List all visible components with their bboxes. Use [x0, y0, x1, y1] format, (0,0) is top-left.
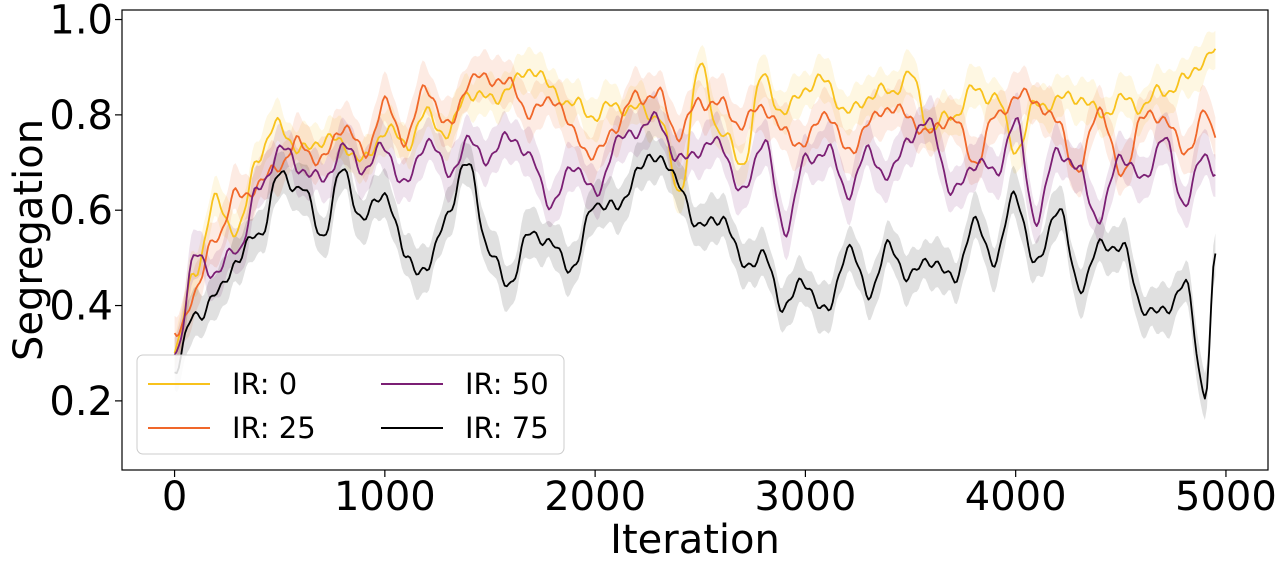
series-band-2 — [174, 49, 1216, 356]
series-line-2 — [173, 72, 1217, 337]
x-axis-label: Iteration — [610, 517, 780, 563]
y-axis-label: Segregation — [6, 119, 52, 361]
y-tick-label: 1.0 — [49, 0, 113, 44]
legend-label: IR: 25 — [232, 411, 316, 445]
series-band-4 — [174, 130, 1216, 420]
x-tick-label: 5000 — [1175, 474, 1277, 520]
legend-item-1: IR: 0 — [148, 367, 297, 401]
legend-label: IR: 75 — [465, 411, 549, 445]
x-tick-label: 3000 — [754, 474, 856, 520]
y-tick-label: 0.4 — [49, 284, 113, 330]
series-line-4 — [174, 153, 1217, 400]
legend: IR: 0 IR: 25 IR: 50 IR: 75 — [136, 354, 565, 455]
x-axis-ticks: 0 1000 2000 3000 4000 5000 — [162, 470, 1277, 520]
x-tick-label: 4000 — [965, 474, 1067, 520]
legend-label: IR: 0 — [232, 367, 297, 401]
plot-frame — [121, 9, 1269, 471]
legend-label: IR: 50 — [465, 367, 549, 401]
y-tick-label: 0.6 — [49, 188, 113, 234]
legend-item-4: IR: 75 — [381, 411, 549, 445]
x-tick-label: 2000 — [544, 474, 646, 520]
x-tick-label: 1000 — [334, 474, 436, 520]
legend-box — [136, 354, 565, 455]
y-tick-label: 0.2 — [49, 379, 113, 425]
x-tick-label: 0 — [162, 474, 187, 520]
series-lines — [173, 48, 1217, 400]
y-axis-ticks: 0.2 0.4 0.6 0.8 1.0 — [49, 0, 122, 425]
series-line-1 — [173, 48, 1217, 354]
series-band-3 — [174, 90, 1216, 373]
y-tick-label: 0.8 — [49, 93, 113, 139]
legend-item-2: IR: 25 — [148, 411, 316, 445]
legend-item-3: IR: 50 — [381, 367, 549, 401]
series-line-3 — [173, 111, 1216, 356]
